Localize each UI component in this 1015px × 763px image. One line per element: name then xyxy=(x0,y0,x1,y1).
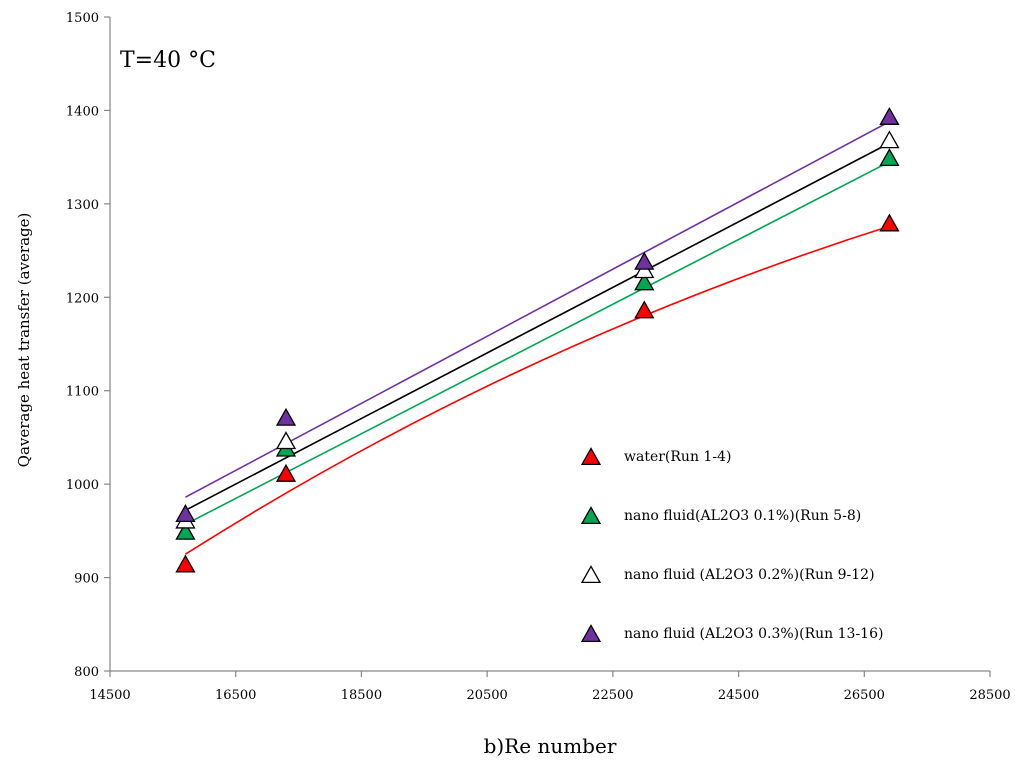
trendlines xyxy=(185,120,890,555)
x-tick-label: 28500 xyxy=(969,688,1010,703)
x-axis-title: b)Re number xyxy=(484,734,617,758)
y-tick-label: 1000 xyxy=(66,478,99,493)
legend-marker-3 xyxy=(580,565,602,584)
data-point-series-1 xyxy=(275,463,297,482)
annotation: T=40 °C xyxy=(120,48,216,73)
legend-label-1: water(Run 1-4) xyxy=(624,449,731,465)
trendline-series-2 xyxy=(185,161,890,526)
legend-label-2: nano fluid(AL2O3 0.1%)(Run 5-8) xyxy=(624,508,861,524)
data-point-series-3 xyxy=(275,431,297,450)
legend: water(Run 1-4) nano fluid(AL2O3 0.1%)(Run… xyxy=(580,447,883,643)
x-tick-label: 16500 xyxy=(215,688,256,703)
x-tick-label: 18500 xyxy=(341,688,382,703)
legend-label-3: nano fluid (AL2O3 0.2%)(Run 9-12) xyxy=(624,567,875,583)
data-point-series-4 xyxy=(879,106,900,125)
data-point-series-2 xyxy=(879,148,900,167)
legend-marker-2 xyxy=(580,506,602,525)
legend-label-4: nano fluid (AL2O3 0.3%)(Run 13-16) xyxy=(624,626,883,642)
x-tick-label: 22500 xyxy=(592,688,633,703)
data-point-series-4 xyxy=(634,251,655,270)
data-point-series-3 xyxy=(879,130,900,149)
y-tick-label: 800 xyxy=(74,665,99,680)
data-point-series-1 xyxy=(175,554,196,573)
data-point-series-1 xyxy=(634,300,655,319)
trendline-series-3 xyxy=(185,142,890,512)
data-point-series-2 xyxy=(634,272,655,291)
y-tick-label: 1200 xyxy=(66,291,99,306)
y-axis-title: Qaverage heat transfer (average) xyxy=(15,213,33,468)
x-tick-label: 26500 xyxy=(844,688,885,703)
x-tick-label: 14500 xyxy=(89,688,130,703)
y-tick-label: 900 xyxy=(74,572,99,587)
axes: 800 900 1000 1100 1200 1300 1400 1500 14500 16500… xyxy=(66,11,1011,703)
y-tick-label: 1500 xyxy=(66,11,99,26)
y-tick-label: 1100 xyxy=(66,385,99,400)
x-tick-label: 20500 xyxy=(466,688,507,703)
legend-marker-1 xyxy=(580,447,602,466)
data-point-series-1 xyxy=(879,213,900,232)
trendline-series-1 xyxy=(185,225,890,555)
legend-marker-4 xyxy=(580,624,602,643)
y-tick-label: 1300 xyxy=(66,198,99,213)
y-tick-label: 1400 xyxy=(66,104,99,119)
data-point-series-4 xyxy=(275,407,297,426)
x-tick-label: 24500 xyxy=(718,688,759,703)
data-point-series-4 xyxy=(175,504,196,523)
data-point-series-2 xyxy=(175,521,196,540)
markers xyxy=(175,106,900,573)
